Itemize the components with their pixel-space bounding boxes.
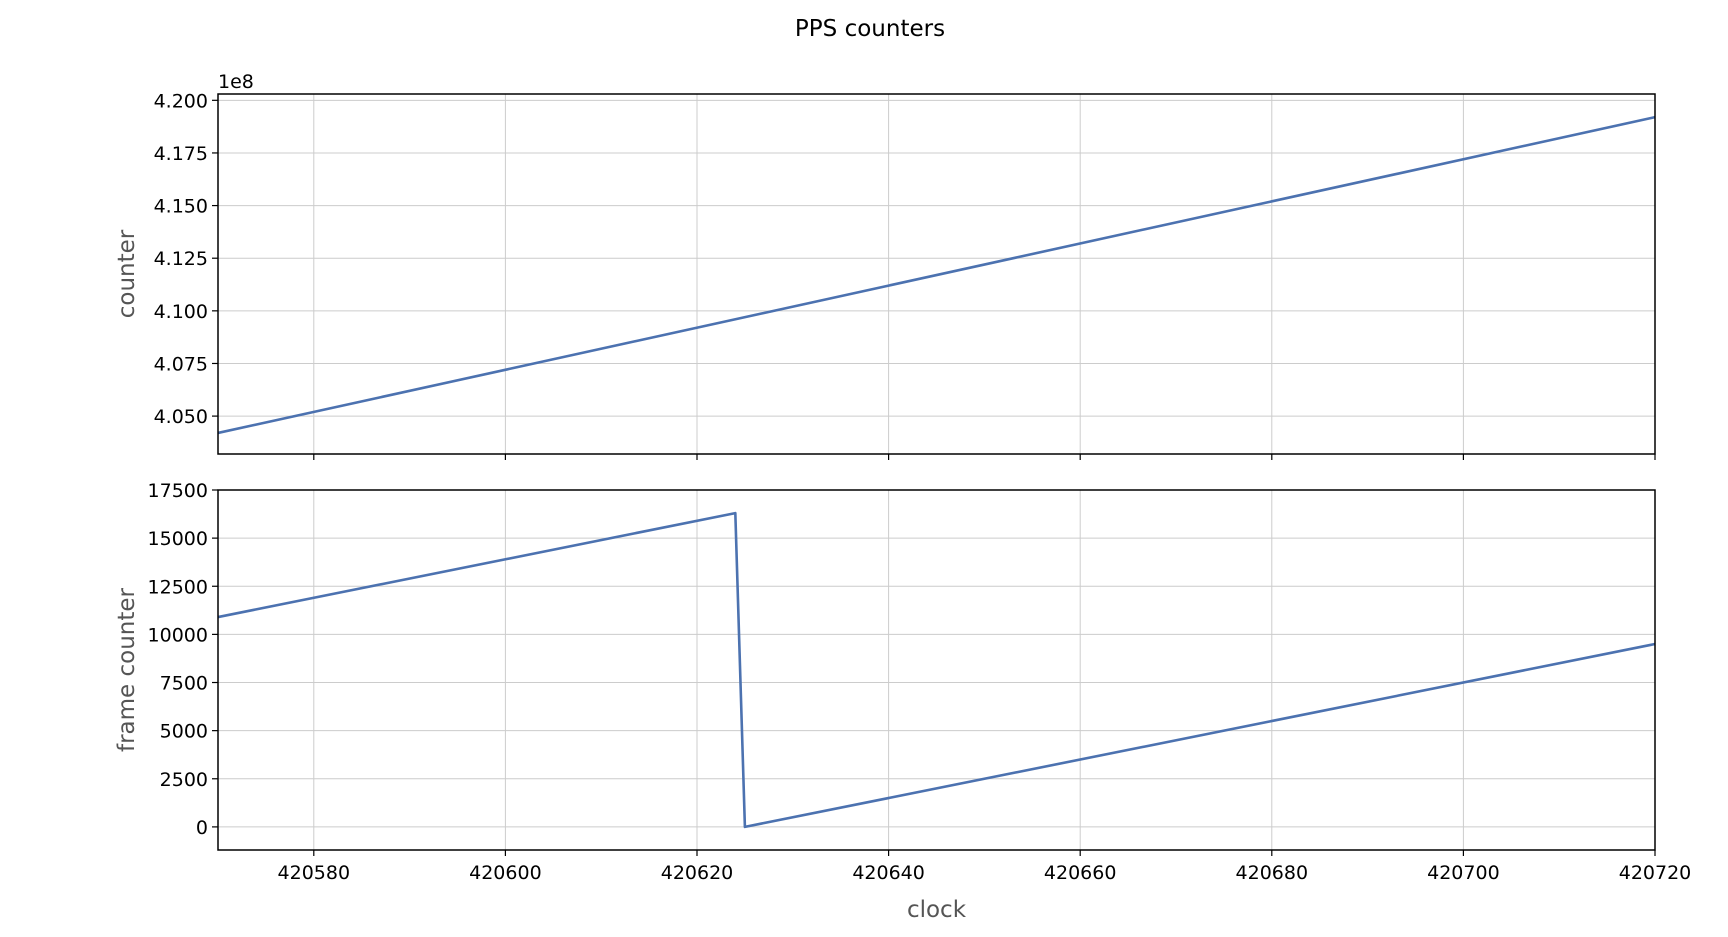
bottom-x-tick-label: 420600 — [469, 862, 542, 884]
bottom-y-tick-label: 0 — [196, 817, 208, 839]
top-y-tick-label: 4.100 — [154, 301, 208, 323]
bottom-y-axis-title: frame counter — [114, 587, 140, 752]
bottom-series-line — [217, 511, 1656, 829]
top-y-axis-title: counter — [114, 229, 140, 318]
bottom-axes-frame — [217, 489, 1656, 851]
bottom-x-tick-label: 420580 — [278, 862, 351, 884]
bottom-x-tick-label: 420640 — [852, 862, 925, 884]
bottom-y-tick-label: 15000 — [148, 528, 208, 550]
top-y-offset-label: 1e8 — [218, 71, 254, 93]
bottom-x-tick-label: 420720 — [1619, 862, 1692, 884]
figure-title: PPS counters — [795, 16, 945, 42]
bottom-x-tick-label: 420660 — [1044, 862, 1117, 884]
bottom-panel: 0 2500 5000 7500 10000 12500 15000 17500 420580 4… — [114, 480, 1691, 923]
top-y-tick-label: 4.125 — [154, 248, 208, 270]
top-y-tick-label: 4.150 — [154, 196, 208, 218]
bottom-y-tick-label: 5000 — [160, 721, 208, 743]
bottom-y-tick-label: 7500 — [160, 673, 208, 695]
bottom-y-tick-label: 12500 — [148, 576, 208, 598]
bottom-y-tick-label: 2500 — [160, 769, 208, 791]
top-axes-frame — [217, 93, 1656, 455]
top-y-tick-label: 4.175 — [154, 143, 208, 165]
bottom-x-tick-label: 420700 — [1427, 862, 1500, 884]
top-y-tick-label: 4.050 — [154, 406, 208, 428]
bottom-y-tick-label: 10000 — [148, 624, 208, 646]
bottom-x-axis-title: clock — [907, 897, 967, 923]
top-y-tick-label: 4.075 — [154, 353, 208, 375]
bottom-x-tick-label: 420680 — [1236, 862, 1309, 884]
top-y-tick-label: 4.200 — [154, 90, 208, 112]
top-panel: 4.050 4.075 4.100 4.125 4.150 4.175 4.200 count… — [114, 71, 1656, 460]
bottom-y-tick-label: 17500 — [148, 480, 208, 502]
top-series-line — [217, 115, 1656, 435]
bottom-x-tick-label: 420620 — [661, 862, 734, 884]
